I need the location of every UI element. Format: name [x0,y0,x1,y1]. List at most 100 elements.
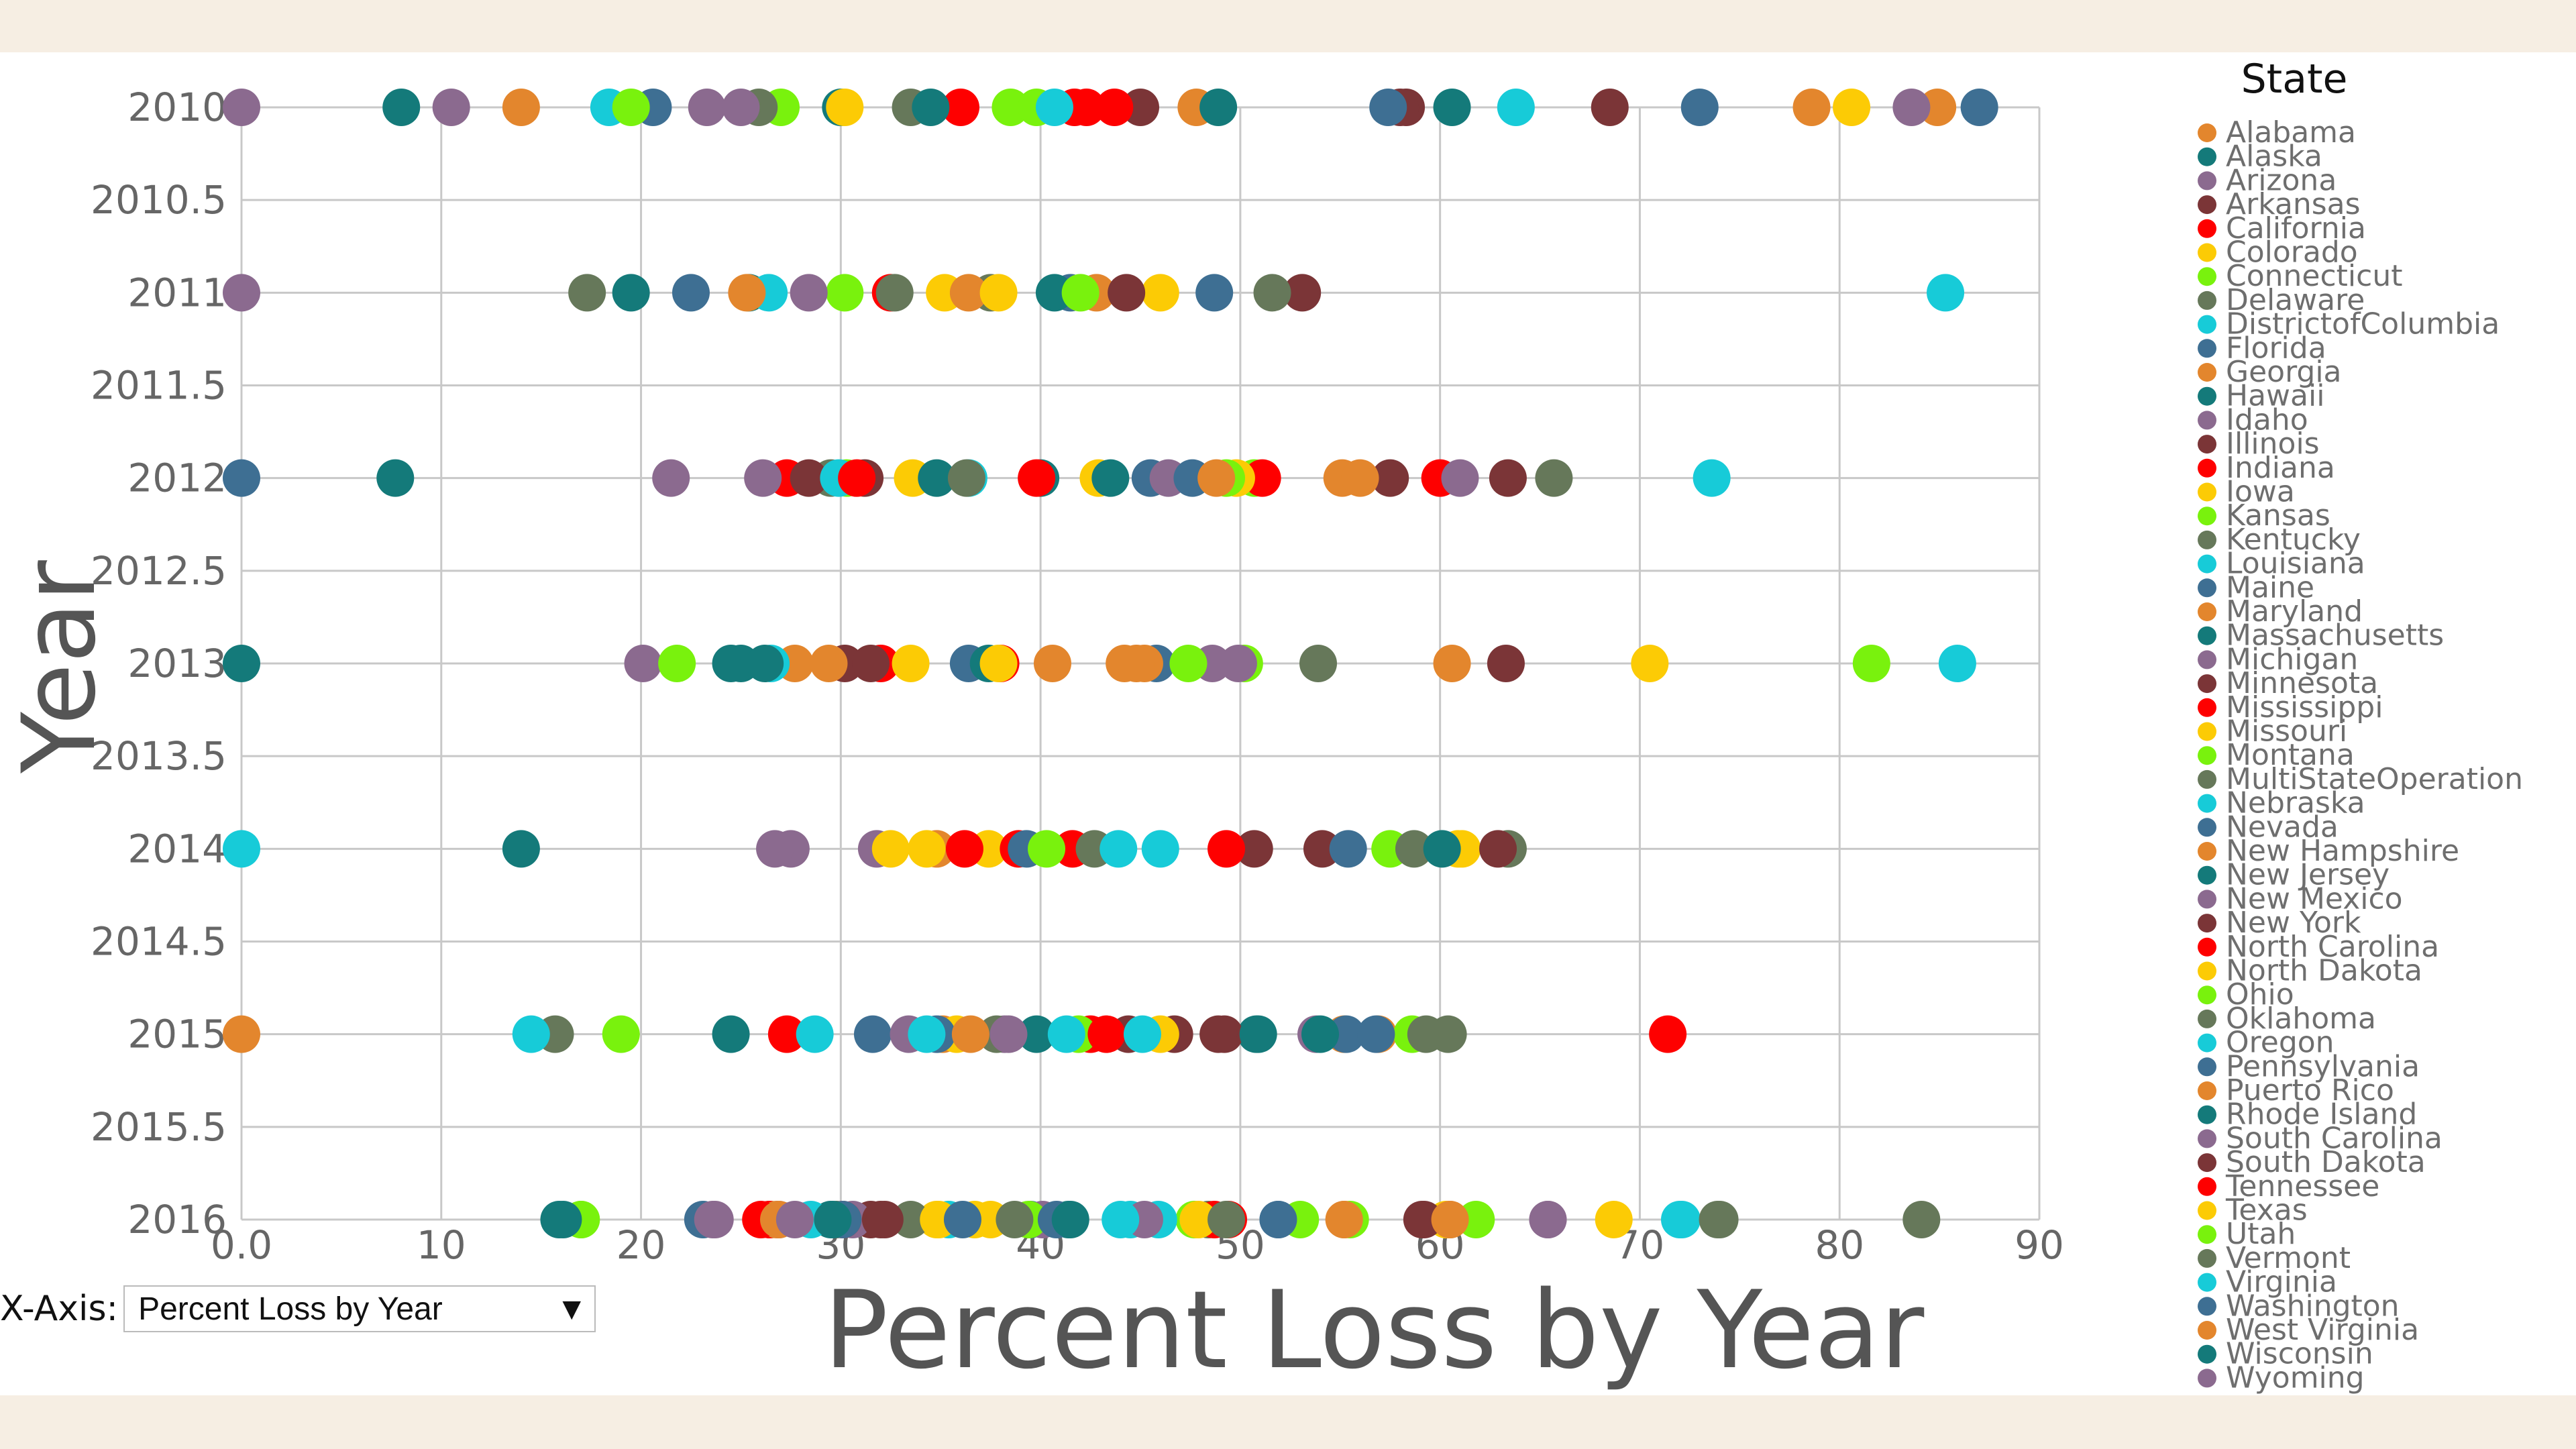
data-point[interactable] [382,89,421,126]
data-point[interactable] [1441,459,1479,497]
data-point[interactable] [865,1201,904,1238]
data-point[interactable] [696,1201,734,1238]
data-point[interactable] [790,274,828,312]
data-point[interactable] [1369,89,1407,126]
data-point[interactable] [814,1201,852,1238]
data-point[interactable] [1199,1015,1238,1053]
data-point[interactable] [1595,1201,1633,1238]
data-point[interactable] [1701,1201,1739,1238]
data-point[interactable] [945,830,983,868]
data-point[interactable] [1035,274,1073,312]
data-point[interactable] [1122,89,1159,126]
data-point[interactable] [728,274,766,312]
data-point[interactable] [979,645,1018,682]
data-point[interactable] [1283,274,1322,312]
data-point[interactable] [1099,830,1138,868]
data-point[interactable] [1018,459,1056,497]
data-point[interactable] [892,645,930,682]
data-point[interactable] [996,1201,1034,1238]
data-point[interactable] [1433,645,1471,682]
data-point[interactable] [1047,1015,1085,1053]
data-point[interactable] [712,1015,750,1053]
data-point[interactable] [852,645,890,682]
data-point[interactable] [1035,89,1073,126]
data-point[interactable] [1661,1201,1699,1238]
data-point[interactable] [1938,645,1976,682]
data-point[interactable] [1902,1201,1941,1238]
data-point[interactable] [1487,645,1525,682]
data-point[interactable] [1919,89,1957,126]
data-point[interactable] [652,459,690,497]
data-point[interactable] [1371,459,1409,497]
data-point[interactable] [942,89,979,126]
data-point[interactable] [1199,89,1238,126]
data-point[interactable] [1852,645,1890,682]
data-point[interactable] [838,459,876,497]
data-point[interactable] [1329,830,1367,868]
data-point[interactable] [1141,830,1179,868]
data-point[interactable] [223,89,260,126]
data-point[interactable] [1208,1201,1246,1238]
data-point[interactable] [612,89,650,126]
data-point[interactable] [1051,1201,1089,1238]
data-point[interactable] [1259,1201,1297,1238]
data-point[interactable] [1407,1015,1445,1053]
data-point[interactable] [756,830,794,868]
data-point[interactable] [1087,1015,1126,1053]
data-point[interactable] [223,645,260,682]
data-point[interactable] [775,1201,814,1238]
data-point[interactable] [1357,1015,1395,1053]
data-point[interactable] [1091,459,1130,497]
data-point[interactable] [1253,274,1291,312]
data-point[interactable] [810,645,848,682]
data-point[interactable] [1141,274,1179,312]
data-point[interactable] [949,274,987,312]
data-point[interactable] [1649,1015,1687,1053]
data-point[interactable] [1833,89,1871,126]
data-point[interactable] [568,274,606,312]
data-point[interactable] [223,274,260,312]
data-point[interactable] [602,1015,640,1053]
data-point[interactable] [1095,89,1134,126]
data-point[interactable] [1529,1201,1567,1238]
data-point[interactable] [1195,274,1234,312]
data-point[interactable] [892,1201,930,1238]
data-point[interactable] [1197,459,1236,497]
data-point[interactable] [223,1015,260,1053]
data-point[interactable] [1457,1201,1495,1238]
data-point[interactable] [1028,830,1066,868]
data-point[interactable] [875,274,914,312]
data-point[interactable] [1693,459,1731,497]
data-point[interactable] [1433,89,1471,126]
data-point[interactable] [512,1015,550,1053]
data-point[interactable] [1591,89,1629,126]
x-axis-dropdown[interactable]: Percent Loss by Year ▼ [123,1285,596,1332]
data-point[interactable] [1033,645,1071,682]
data-point[interactable] [951,1015,989,1053]
data-point[interactable] [1169,645,1208,682]
data-point[interactable] [1325,1201,1363,1238]
data-point[interactable] [1179,1201,1218,1238]
data-point[interactable] [744,459,782,497]
data-point[interactable] [1341,459,1379,497]
data-point[interactable] [1299,645,1338,682]
data-point[interactable] [624,645,662,682]
data-point[interactable] [1102,1201,1140,1238]
data-point[interactable] [672,274,710,312]
data-point[interactable] [1395,830,1433,868]
data-point[interactable] [1423,830,1461,868]
data-point[interactable] [722,89,760,126]
data-point[interactable] [1489,459,1527,497]
data-point[interactable] [1535,459,1573,497]
data-point[interactable] [1108,274,1146,312]
data-point[interactable] [223,830,260,868]
data-point[interactable] [826,274,864,312]
data-point[interactable] [991,89,1030,126]
data-point[interactable] [1479,830,1517,868]
data-point[interactable] [658,645,696,682]
data-point[interactable] [1301,1015,1339,1053]
data-point[interactable] [1680,89,1719,126]
data-point[interactable] [502,830,540,868]
data-point[interactable] [943,1201,981,1238]
data-point[interactable] [918,459,956,497]
